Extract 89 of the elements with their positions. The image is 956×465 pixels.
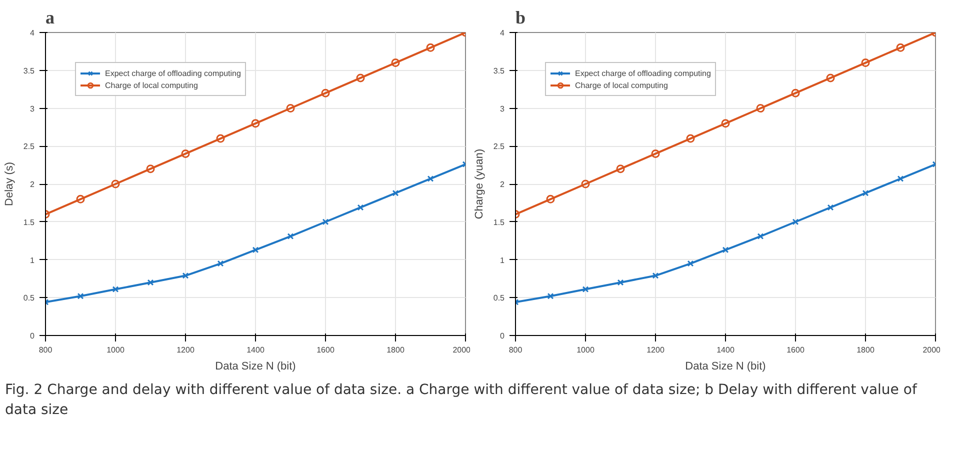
- y-tick-label: 4: [30, 28, 36, 38]
- x-tick-label: 1800: [386, 346, 405, 354]
- x-tick-label: 1000: [576, 346, 595, 354]
- point: [791, 88, 800, 98]
- y-tick-label: 3.5: [23, 66, 36, 76]
- point: [286, 104, 295, 112]
- caption: Fig. 2 Charge and delay with different value of data size. a Charge with different value of data size; b Delay with different value of data size: [5, 381, 918, 420]
- x-tick-label: 1400: [246, 346, 265, 354]
- point: [756, 104, 765, 112]
- point: [617, 279, 624, 286]
- y-tick-label: 1: [500, 256, 506, 265]
- y-tick-label: 3: [30, 104, 36, 114]
- x-tick-label: 1000: [106, 346, 125, 354]
- y-tick-label: 0: [30, 332, 36, 340]
- point: [546, 194, 555, 204]
- point: [146, 164, 155, 174]
- y-axis-title: Charge (yuan): [473, 148, 486, 220]
- x-axis-title: Data Size N (bit): [685, 360, 766, 372]
- legend-label: Expect charge of offloading computing: [105, 68, 241, 79]
- y-tick-label: 4: [500, 28, 506, 38]
- point: [722, 246, 729, 254]
- y-tick-label: 1.5: [23, 218, 36, 227]
- point: [392, 190, 399, 196]
- point: [896, 43, 905, 52]
- point: [77, 292, 84, 300]
- point: [391, 58, 400, 68]
- x-tick-label: 2000: [452, 346, 472, 354]
- y-tick-label: 1: [30, 256, 36, 265]
- point: [721, 119, 730, 128]
- point: [217, 260, 224, 267]
- x-tick-label: 1600: [316, 346, 335, 354]
- point: [897, 175, 904, 182]
- y-tick-label: 2.5: [23, 142, 36, 152]
- point: [547, 292, 554, 300]
- legend-label: Charge of local computing: [575, 80, 668, 91]
- point: [427, 175, 434, 182]
- point: [651, 149, 660, 158]
- point: [76, 194, 85, 204]
- x-tick-label: 1600: [786, 346, 805, 354]
- point: [357, 204, 364, 211]
- y-tick-label: 2: [30, 180, 36, 189]
- point: [111, 180, 120, 188]
- x-tick-label: 1800: [856, 346, 875, 354]
- y-tick-label: 2: [500, 180, 506, 189]
- point: [321, 88, 330, 98]
- x-tick-label: 2000: [922, 346, 942, 354]
- point: [216, 134, 225, 143]
- point: [792, 218, 799, 226]
- point: [861, 58, 870, 68]
- legend-label: Expect charge of offloading computing: [575, 68, 711, 79]
- point: [356, 74, 365, 82]
- chart-title: b: [516, 8, 526, 28]
- point: [862, 190, 869, 196]
- point: [181, 149, 190, 158]
- y-tick-label: 2.5: [493, 142, 506, 152]
- chart-title: a: [46, 8, 54, 28]
- point: [616, 164, 625, 174]
- x-axis-title: Data Size N (bit): [215, 360, 296, 372]
- y-tick-label: 3.5: [493, 66, 506, 76]
- y-tick-label: 0.5: [23, 294, 36, 303]
- y-tick-label: 3: [500, 104, 506, 114]
- line-series: [46, 161, 466, 306]
- point: [827, 204, 834, 211]
- x-tick-label: 1200: [646, 346, 665, 354]
- point: [582, 286, 589, 293]
- y-tick-label: 0: [500, 332, 506, 340]
- point: [322, 218, 329, 226]
- line-series: [516, 161, 936, 306]
- y-axis-title: Delay (s): [3, 162, 16, 206]
- point: [687, 260, 694, 267]
- point: [112, 286, 119, 293]
- y-tick-label: 1.5: [493, 218, 506, 227]
- legend-label: Charge of local computing: [105, 80, 198, 91]
- point: [252, 246, 259, 254]
- point: [757, 233, 764, 240]
- x-tick-label: 1400: [716, 346, 735, 354]
- point: [182, 272, 189, 279]
- point: [652, 272, 659, 279]
- x-tick-label: 800: [38, 346, 53, 354]
- x-tick-label: 1200: [176, 346, 195, 354]
- point: [251, 119, 260, 128]
- x-tick-label: 800: [508, 346, 523, 354]
- point: [581, 180, 590, 188]
- point: [147, 279, 154, 286]
- point: [287, 233, 294, 240]
- point: [426, 43, 435, 52]
- point: [686, 134, 695, 143]
- point: [826, 74, 835, 82]
- y-tick-label: 0.5: [493, 294, 506, 303]
